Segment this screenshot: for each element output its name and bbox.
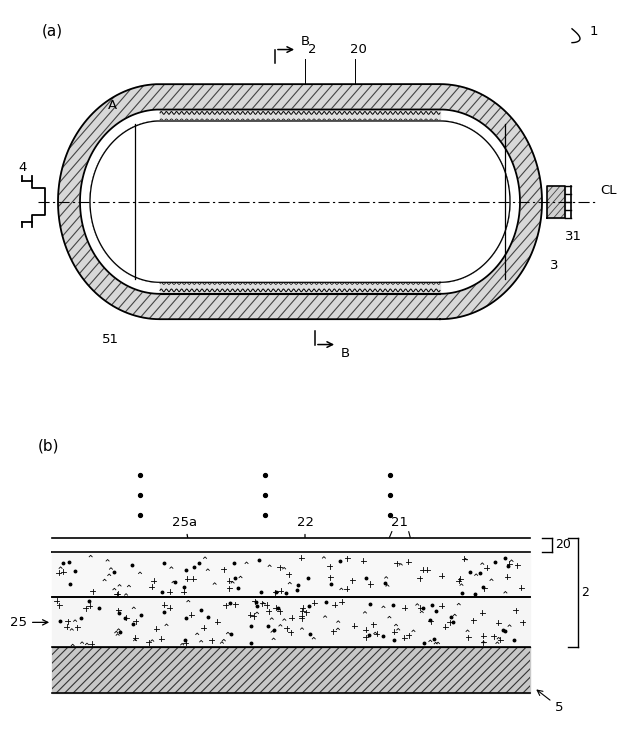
PathPatch shape — [58, 84, 542, 319]
Polygon shape — [80, 109, 520, 294]
Text: S: S — [390, 172, 398, 185]
Text: B: B — [341, 347, 350, 360]
Text: 3: 3 — [550, 259, 559, 272]
Text: 2: 2 — [581, 586, 589, 599]
Text: 4: 4 — [18, 161, 26, 174]
Text: 21: 21 — [391, 516, 409, 529]
Text: 51: 51 — [101, 333, 119, 346]
Polygon shape — [80, 109, 520, 294]
PathPatch shape — [547, 186, 565, 218]
Text: 5: 5 — [537, 690, 564, 714]
Text: 2: 2 — [308, 43, 317, 56]
Text: (b): (b) — [38, 438, 60, 453]
Text: 25: 25 — [10, 616, 48, 629]
Text: 20: 20 — [555, 539, 571, 551]
PathPatch shape — [52, 648, 530, 693]
Text: A: A — [108, 99, 117, 111]
Text: 20: 20 — [350, 43, 367, 56]
Text: 25a: 25a — [172, 516, 198, 548]
Text: 5: 5 — [285, 212, 294, 225]
Text: 31: 31 — [565, 230, 582, 243]
Text: 1: 1 — [590, 25, 598, 38]
Polygon shape — [90, 121, 510, 282]
Text: (a): (a) — [42, 23, 63, 38]
Text: CL: CL — [600, 184, 616, 197]
Text: 22: 22 — [297, 516, 313, 548]
Polygon shape — [58, 84, 542, 319]
Text: B: B — [301, 35, 310, 49]
